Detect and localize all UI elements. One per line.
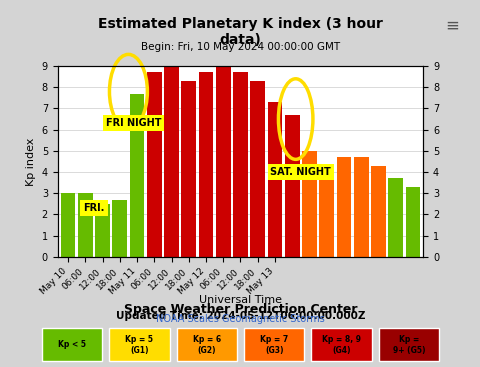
Text: SAT. NIGHT: SAT. NIGHT (270, 167, 331, 177)
Text: FRI NIGHT: FRI NIGHT (106, 118, 161, 128)
Text: Space Weather Prediction Center: Space Weather Prediction Center (123, 303, 357, 316)
Text: Kp = 5
(G1): Kp = 5 (G1) (125, 335, 153, 355)
Bar (336, 157, 350, 257)
Text: Estimated Planetary K index (3 hour
data): Estimated Planetary K index (3 hour data… (98, 17, 382, 47)
Bar (130, 94, 144, 257)
Text: Begin: Fri, 10 May 2024 00:00:00 GMT: Begin: Fri, 10 May 2024 00:00:00 GMT (141, 42, 339, 52)
Bar (250, 81, 264, 257)
Bar (78, 193, 93, 257)
Bar (164, 66, 179, 257)
FancyBboxPatch shape (109, 328, 169, 361)
Text: Universal Time: Universal Time (199, 295, 281, 305)
Bar (95, 204, 109, 257)
Y-axis label: Kp index: Kp index (26, 137, 36, 186)
Bar (301, 151, 316, 257)
Bar (147, 72, 161, 257)
Text: Kp = 7
(G3): Kp = 7 (G3) (260, 335, 288, 355)
Bar (267, 102, 282, 257)
Text: NOAA Scales Geomagnetic Storms: NOAA Scales Geomagnetic Storms (156, 314, 324, 324)
Bar (353, 157, 368, 257)
Text: Kp = 8, 9
(G4): Kp = 8, 9 (G4) (321, 335, 360, 355)
Bar (284, 115, 299, 257)
Bar (112, 200, 127, 257)
Text: Kp =
9+ (G5): Kp = 9+ (G5) (392, 335, 424, 355)
Text: ≡: ≡ (444, 17, 458, 34)
Bar (405, 187, 420, 257)
FancyBboxPatch shape (378, 328, 438, 361)
Text: Kp = 6
(G2): Kp = 6 (G2) (192, 335, 220, 355)
Bar (198, 72, 213, 257)
Bar (216, 66, 230, 257)
Bar (387, 178, 402, 257)
Text: Kp < 5: Kp < 5 (58, 341, 86, 349)
Bar (371, 166, 385, 257)
Bar (60, 193, 75, 257)
Text: Updated Time: 2024-05-12T06:00:00.000Z: Updated Time: 2024-05-12T06:00:00.000Z (116, 310, 364, 321)
Bar (181, 81, 196, 257)
Text: FRI.: FRI. (83, 203, 105, 213)
FancyBboxPatch shape (243, 328, 304, 361)
Bar (319, 166, 333, 257)
FancyBboxPatch shape (311, 328, 371, 361)
Bar (233, 72, 247, 257)
FancyBboxPatch shape (176, 328, 237, 361)
FancyBboxPatch shape (42, 328, 102, 361)
